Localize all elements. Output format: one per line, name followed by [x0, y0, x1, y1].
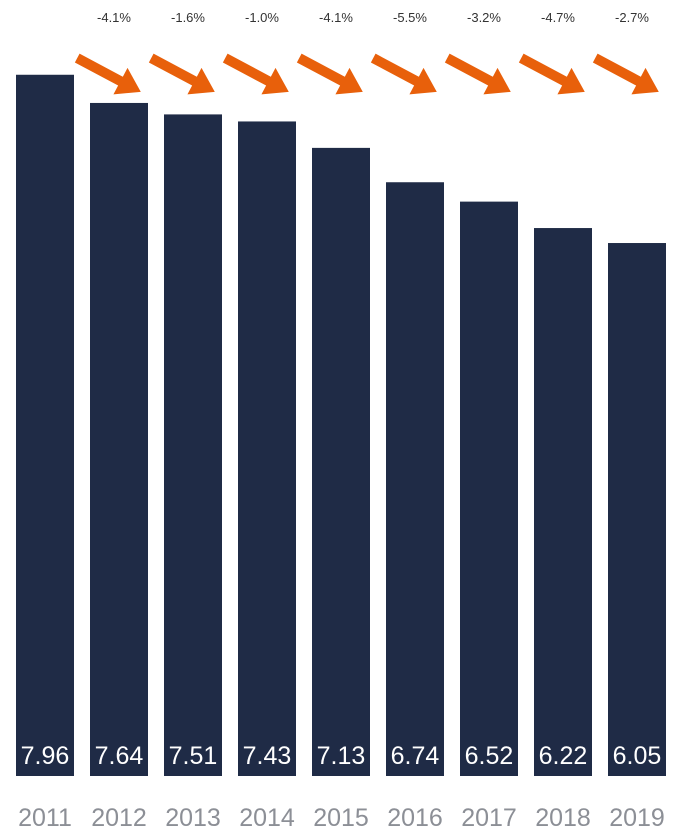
bar-2014 — [238, 121, 296, 776]
bars-group — [16, 74, 666, 777]
category-labels-group: 2011 2012 2013 2014 2015 2016 2017 2018 2019 — [18, 804, 665, 832]
category-label-2017: 2017 — [461, 804, 517, 832]
value-label-2016: 6.74 — [391, 742, 440, 770]
value-label-2014: 7.43 — [243, 742, 292, 770]
bar-2015 — [312, 147, 370, 776]
change-label-2016: -5.5% — [393, 10, 427, 25]
bar-2012 — [90, 102, 148, 776]
category-label-2014: 2014 — [239, 804, 295, 832]
change-label-2015: -4.1% — [319, 10, 353, 25]
change-arrows-group — [74, 53, 659, 95]
value-label-2011: 7.96 — [21, 742, 70, 770]
down-arrow-icon — [370, 53, 437, 95]
down-arrow-icon — [74, 53, 141, 95]
bar-2018 — [534, 228, 592, 777]
category-label-2011: 2011 — [18, 804, 72, 832]
category-label-2013: 2013 — [165, 804, 221, 832]
category-label-2012: 2012 — [91, 804, 147, 832]
category-label-2018: 2018 — [535, 804, 591, 832]
value-label-2013: 7.51 — [169, 742, 218, 770]
change-labels-group: -4.1% -1.6% -1.0% -4.1% -5.5% -3.2% -4.7% -2.7% — [97, 10, 649, 25]
value-label-2012: 7.64 — [95, 742, 144, 770]
down-arrow-icon — [592, 53, 659, 95]
bar-2011 — [16, 74, 74, 776]
change-label-2014: -1.0% — [245, 10, 279, 25]
bar-2017 — [460, 201, 518, 777]
down-arrow-icon — [518, 53, 585, 95]
category-label-2015: 2015 — [313, 804, 369, 832]
change-label-2017: -3.2% — [467, 10, 501, 25]
category-label-2019: 2019 — [609, 804, 665, 832]
down-arrow-icon — [222, 53, 289, 95]
value-label-2018: 6.22 — [539, 742, 588, 770]
bar-2019 — [608, 243, 666, 776]
category-label-2016: 2016 — [387, 804, 443, 832]
down-arrow-icon — [444, 53, 511, 95]
value-label-2017: 6.52 — [465, 742, 514, 770]
value-labels-group: 7.96 7.64 7.51 7.43 7.13 6.74 6.52 6.22 6.05 — [21, 742, 662, 770]
down-arrow-icon — [296, 53, 363, 95]
value-label-2015: 7.13 — [317, 742, 366, 770]
change-label-2012: -4.1% — [97, 10, 131, 25]
value-label-2019: 6.05 — [613, 742, 662, 770]
change-label-2018: -4.7% — [541, 10, 575, 25]
bar-2013 — [164, 114, 222, 776]
down-arrow-icon — [148, 53, 215, 95]
bar-2016 — [386, 182, 444, 776]
change-label-2013: -1.6% — [171, 10, 205, 25]
change-label-2019: -2.7% — [615, 10, 649, 25]
